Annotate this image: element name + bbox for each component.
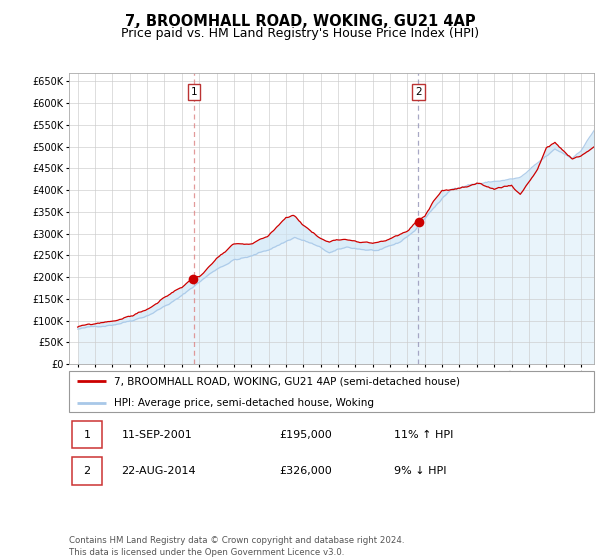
Text: Contains HM Land Registry data © Crown copyright and database right 2024.
This d: Contains HM Land Registry data © Crown c… <box>69 536 404 557</box>
Text: 7, BROOMHALL ROAD, WOKING, GU21 4AP (semi-detached house): 7, BROOMHALL ROAD, WOKING, GU21 4AP (sem… <box>113 376 460 386</box>
Text: 2: 2 <box>415 87 422 97</box>
Text: 2: 2 <box>83 466 91 476</box>
Text: 9% ↓ HPI: 9% ↓ HPI <box>395 466 447 476</box>
Text: 1: 1 <box>83 430 91 440</box>
Text: HPI: Average price, semi-detached house, Woking: HPI: Average price, semi-detached house,… <box>113 398 374 408</box>
Text: £195,000: £195,000 <box>279 430 332 440</box>
Text: 7, BROOMHALL ROAD, WOKING, GU21 4AP: 7, BROOMHALL ROAD, WOKING, GU21 4AP <box>125 14 475 29</box>
Text: 1: 1 <box>190 87 197 97</box>
Text: 11% ↑ HPI: 11% ↑ HPI <box>395 430 454 440</box>
Text: Price paid vs. HM Land Registry's House Price Index (HPI): Price paid vs. HM Land Registry's House … <box>121 27 479 40</box>
FancyBboxPatch shape <box>71 458 102 484</box>
Text: 22-AUG-2014: 22-AUG-2014 <box>121 466 196 476</box>
FancyBboxPatch shape <box>71 421 102 448</box>
Text: 11-SEP-2001: 11-SEP-2001 <box>121 430 192 440</box>
FancyBboxPatch shape <box>69 371 594 412</box>
Text: £326,000: £326,000 <box>279 466 332 476</box>
